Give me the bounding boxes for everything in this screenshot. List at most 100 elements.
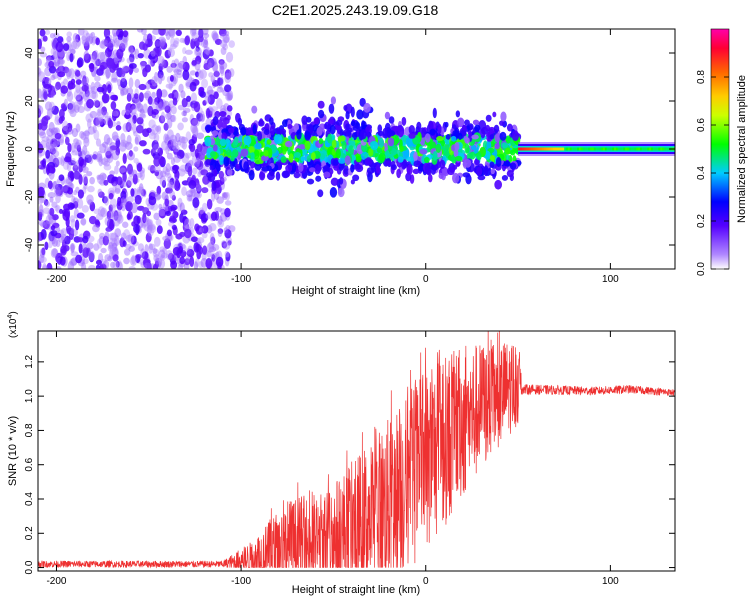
heatmap-cell	[153, 133, 160, 143]
heatmap-cell	[199, 116, 205, 123]
heatmap-cell	[167, 252, 175, 261]
heatmap-cell	[128, 45, 134, 54]
heatmap-cell	[46, 262, 53, 269]
heatmap-cell	[406, 156, 414, 162]
heatmap-cell	[148, 119, 156, 129]
heatmap-cell	[111, 210, 118, 221]
heatmap-cell	[224, 200, 232, 206]
y-tick-label: -20	[24, 189, 35, 204]
heatmap-cell	[86, 194, 94, 205]
heatmap-cell	[331, 148, 336, 156]
heatmap-cell	[154, 71, 159, 82]
heatmap-cell	[291, 163, 297, 173]
heatmap-cell	[161, 140, 169, 151]
heatmap-cell	[55, 81, 62, 90]
carrier-core	[652, 147, 656, 151]
heatmap-cell	[355, 155, 362, 163]
heatmap-cell	[151, 75, 158, 87]
heatmap-cell	[300, 156, 306, 162]
heatmap-cell	[191, 125, 199, 137]
heatmap-cell	[189, 143, 196, 153]
heatmap-cell	[172, 40, 179, 48]
carrier-core	[630, 147, 634, 151]
heatmap-cell	[60, 85, 69, 94]
heatmap-cell	[226, 169, 233, 176]
heatmap-cell	[58, 174, 65, 181]
heatmap-cell	[401, 148, 410, 160]
heatmap-cell	[38, 38, 42, 50]
heatmap-cell	[171, 194, 176, 201]
carrier-core	[586, 147, 589, 151]
heatmap-cell	[218, 155, 224, 162]
carrier-core	[540, 147, 543, 151]
heatmap-cell	[352, 174, 360, 182]
heatmap-cell	[111, 237, 118, 249]
heatmap-cell	[243, 135, 252, 146]
heatmap-cell	[183, 218, 192, 230]
heatmap-cell	[128, 45, 136, 53]
heatmap-cell	[210, 252, 218, 258]
heatmap-cell	[147, 53, 156, 60]
heatmap-cell	[153, 254, 160, 263]
heatmap-cell	[212, 32, 219, 41]
heatmap-cell	[489, 155, 496, 161]
heatmap-cell	[210, 151, 216, 158]
heatmap-cell	[436, 135, 444, 142]
carrier-core	[567, 147, 571, 151]
heatmap-cell	[134, 78, 141, 89]
heatmap-cell	[509, 162, 517, 170]
heatmap-cell	[171, 59, 176, 68]
heatmap-cell	[476, 166, 483, 176]
heatmap-cell	[66, 161, 72, 172]
heatmap-cell	[429, 128, 436, 136]
heatmap-cell	[189, 81, 197, 92]
heatmap-cell	[115, 160, 120, 167]
heatmap-cell	[120, 73, 126, 82]
heatmap-cell	[106, 57, 115, 69]
heatmap-cell	[195, 45, 200, 52]
heatmap-cell	[165, 145, 170, 155]
heatmap-cell	[61, 186, 69, 192]
heatmap-cell	[126, 87, 134, 95]
heatmap-cell	[259, 118, 264, 126]
snr-panel: -200 -100 0 100 0.0 0.2 0.4 0.6 0.8 1.0 1.2 Heigh…	[7, 311, 676, 596]
heatmap-cell	[211, 80, 220, 87]
heatmap-cell	[48, 121, 55, 133]
heatmap-cell	[211, 130, 219, 136]
heatmap-cell	[42, 263, 47, 269]
heatmap-cell	[254, 142, 262, 150]
heatmap-cell	[125, 180, 132, 189]
heatmap-cell	[115, 39, 123, 47]
heatmap-cell	[220, 87, 225, 93]
heatmap-cell	[120, 232, 127, 240]
heatmap-cell	[225, 191, 230, 201]
heatmap-cell	[117, 196, 122, 207]
heatmap-cell	[38, 204, 44, 215]
heatmap-cell	[151, 191, 159, 198]
heatmap-cell	[220, 65, 225, 77]
heatmap-cell	[202, 29, 209, 36]
heatmap-cell	[89, 201, 96, 212]
heatmap-cell	[329, 125, 336, 135]
heatmap-cell	[157, 147, 164, 157]
heatmap-cell	[145, 232, 152, 243]
heatmap-cell	[82, 130, 91, 137]
heatmap-cell	[164, 172, 172, 178]
carrier-core	[545, 147, 549, 151]
heatmap-cell	[196, 132, 204, 139]
heatmap-cell	[227, 90, 234, 101]
heatmap-cell	[231, 149, 239, 158]
heatmap-cell	[213, 71, 220, 78]
heatmap-cell	[67, 261, 75, 269]
heatmap-cell	[151, 140, 159, 151]
heatmap-cell	[119, 167, 126, 173]
heatmap-cell	[266, 172, 275, 181]
heatmap-cell	[423, 156, 430, 164]
heatmap-cell	[327, 133, 332, 144]
heatmap-cell	[301, 115, 308, 125]
heatmap-cell	[104, 216, 111, 227]
heatmap-cell	[135, 253, 142, 260]
heatmap-cell	[120, 89, 125, 97]
heatmap-cell	[43, 198, 49, 206]
carrier-core	[590, 147, 593, 151]
